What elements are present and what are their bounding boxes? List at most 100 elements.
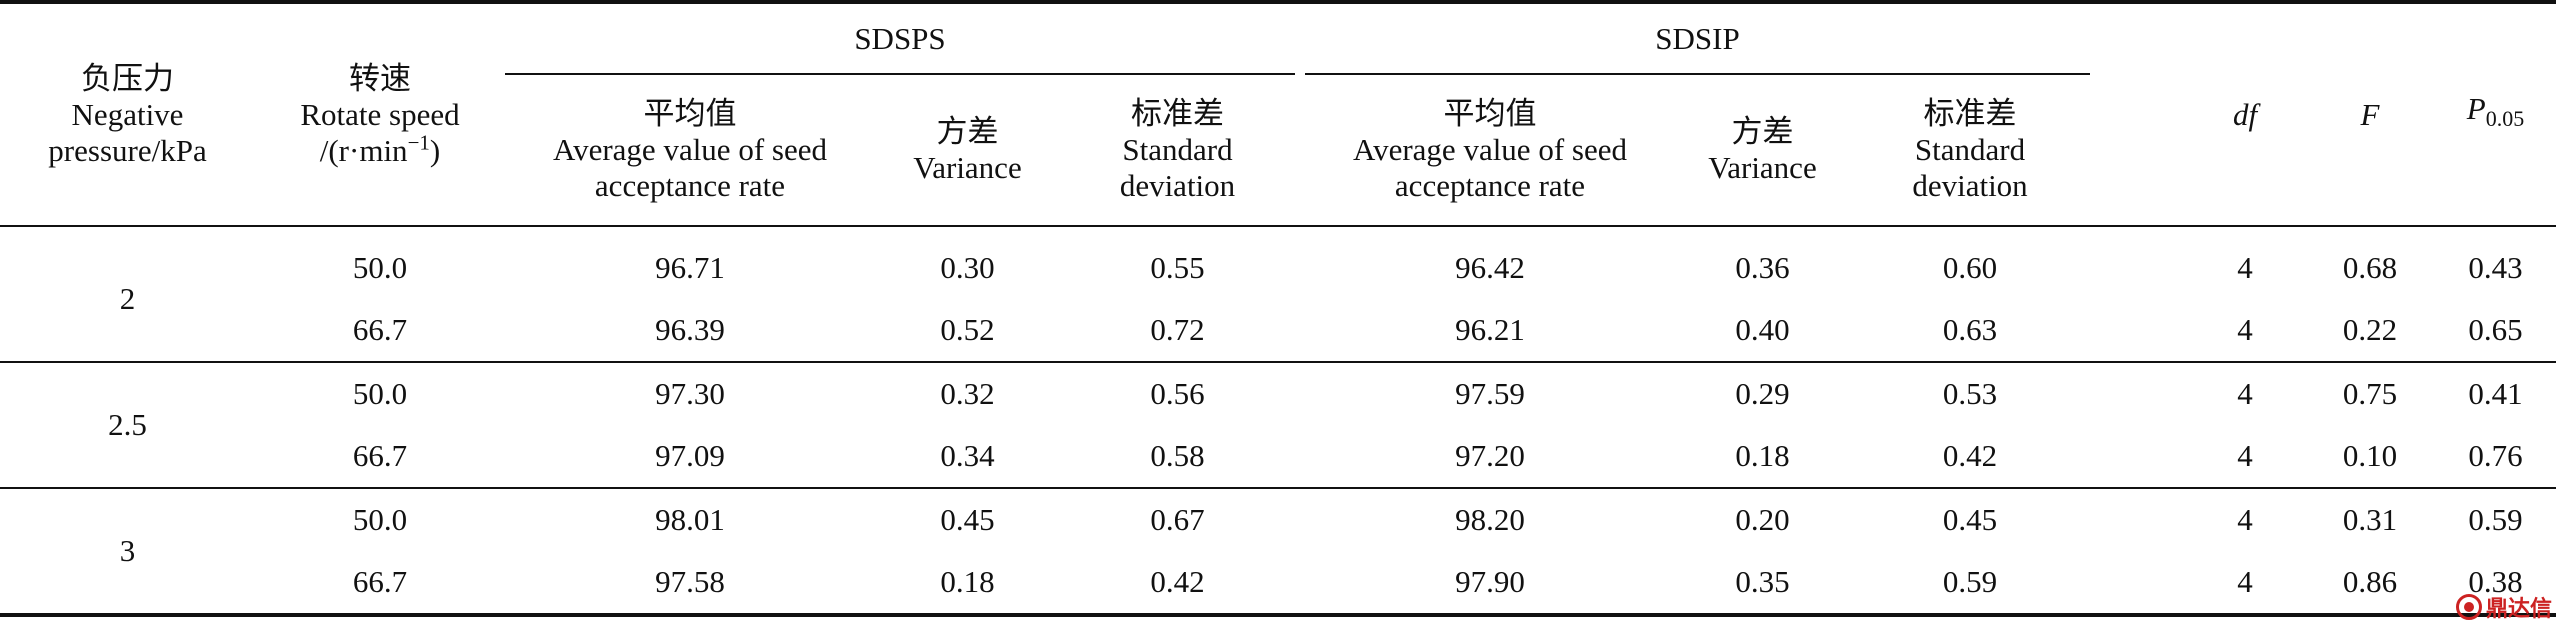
- cell-df: 4: [2185, 299, 2306, 363]
- table-row: 2.5 50.0 97.30 0.32 0.56 97.59 0.29 0.53…: [0, 362, 2556, 489]
- header-sps-std: 标准差 Standard deviation: [1060, 74, 1295, 227]
- cell-f: 0.68: [2342, 250, 2398, 285]
- header-sip-std-en2: deviation: [1912, 168, 2028, 203]
- cell-gap: [1295, 488, 1305, 551]
- cell-sip-std: 0.59: [1850, 551, 2091, 617]
- cell-speed: 66.7: [255, 551, 505, 617]
- header-speed-unit-end: ): [429, 132, 441, 168]
- cell-speed: 66.7: [255, 425, 505, 489]
- cell-sip-var: 0.18: [1675, 425, 1850, 489]
- cell-gap-right: [2090, 362, 2185, 425]
- header-pressure: 负压力 Negative pressure/kPa: [0, 0, 255, 227]
- header-sip-variance-en: Variance: [1708, 150, 1817, 185]
- cell-gap-right: [2090, 551, 2186, 617]
- cell-sip-avg: 98.20: [1455, 502, 1525, 537]
- header-sps-avg-en1: Average value of seed: [553, 132, 827, 167]
- cell-sip-avg: 96.21: [1305, 299, 1675, 363]
- header-pressure-en1: Negative: [71, 96, 184, 132]
- cell-sip-std: 0.60: [1942, 250, 1998, 285]
- cell-sps-var: 0.18: [875, 551, 1060, 617]
- header-sip-avg-en1: Average value of seed: [1353, 132, 1627, 167]
- header-speed: 转速 Rotate speed /(r·min−1): [255, 0, 505, 227]
- header-sps-std-en1: Standard: [1122, 132, 1233, 167]
- cell-gap: [1295, 362, 1305, 425]
- cell-sip-var: 0.20: [1735, 502, 1790, 537]
- cell-sps-var: 0.30: [940, 250, 995, 285]
- cell-sps-avg: 97.30: [655, 376, 725, 411]
- cell-speed: 50.0: [352, 502, 408, 537]
- cell-gap-right: [2090, 488, 2185, 551]
- header-sip-std-en1: Standard: [1914, 132, 2026, 167]
- cell-sps-std: 0.56: [1150, 376, 1205, 411]
- header-f: F: [2305, 0, 2436, 227]
- cell-p: 0.65: [2435, 299, 2556, 363]
- cell-sps-std: 0.72: [1060, 299, 1295, 363]
- cell-p: 0.43: [2468, 250, 2523, 285]
- header-sip-variance-zh: 方差: [1731, 114, 1794, 149]
- cell-gap: [1295, 551, 1305, 617]
- header-pressure-zh: 负压力: [81, 60, 174, 96]
- cell-sip-avg: 97.59: [1455, 376, 1525, 411]
- group-gap: [1295, 0, 1305, 74]
- header-speed-zh: 转速: [349, 60, 411, 96]
- cell-sps-var: 0.32: [940, 376, 995, 411]
- cell-pressure: 2: [0, 226, 255, 363]
- cell-p: 0.76: [2435, 425, 2556, 489]
- header-gap-right: [2090, 0, 2186, 227]
- cell-gap: [1295, 425, 1305, 489]
- cell-sip-avg: 96.42: [1455, 250, 1525, 285]
- header-sps-variance: 方差 Variance: [875, 74, 1060, 227]
- table-row: 3 50.0 98.01 0.45 0.67 98.20 0.20 0.45 4…: [0, 488, 2556, 617]
- cell-sip-std: 0.45: [1942, 502, 1998, 537]
- header-sip-avg-en2: acceptance rate: [1394, 168, 1586, 203]
- header-sip-std: 标准差 Standard deviation: [1850, 74, 2091, 227]
- cell-sip-var: 0.36: [1735, 250, 1790, 285]
- header-sip-variance: 方差 Variance: [1675, 74, 1850, 227]
- header-sps-std-en2: deviation: [1119, 168, 1236, 203]
- group-sdsps: SDSPS: [505, 0, 1295, 75]
- header-df: df: [2185, 0, 2306, 227]
- cell-sps-var: 0.45: [940, 502, 995, 537]
- cell-sps-var: 0.34: [875, 425, 1060, 489]
- cell-sps-avg: 96.71: [655, 250, 725, 285]
- cell-sps-avg: 97.58: [505, 551, 875, 617]
- cell-p: 0.41: [2468, 376, 2523, 411]
- cell-df: 4: [2237, 376, 2253, 411]
- header-sip-std-zh: 标准差: [1923, 96, 2017, 131]
- header-p: P0.05: [2435, 0, 2556, 227]
- header-speed-unit-sup: −1: [407, 130, 430, 155]
- cell-gap-right: [2090, 299, 2186, 363]
- header-sps-variance-en: Variance: [913, 150, 1022, 185]
- cell-sip-std: 0.53: [1942, 376, 1998, 411]
- header-pressure-en2: pressure/kPa: [48, 132, 207, 168]
- header-sps-std-zh: 标准差: [1131, 96, 1224, 131]
- cell-gap: [1295, 299, 1305, 363]
- table-row: 66.7 96.39 0.52 0.72 96.21 0.40 0.63 4 0…: [0, 299, 2556, 363]
- cell-df: 4: [2185, 425, 2306, 489]
- header-gap-mid: [1295, 74, 1305, 227]
- header-speed-en1: Rotate speed: [300, 96, 460, 132]
- header-speed-unit-text: /(r·min: [319, 132, 408, 168]
- cell-pressure: 2.5: [0, 362, 255, 489]
- header-p-letter: P: [2466, 91, 2486, 127]
- cell-sps-std: 0.58: [1060, 425, 1295, 489]
- cell-sps-std: 0.42: [1060, 551, 1295, 617]
- watermark-logo: 鼎达信: [2455, 591, 2552, 623]
- cell-sps-avg: 98.01: [655, 502, 725, 537]
- header-sip-avg-zh: 平均值: [1443, 96, 1537, 131]
- cell-f: 0.10: [2305, 425, 2436, 489]
- header-p-sub: 0.05: [2485, 106, 2525, 132]
- cell-speed: 66.7: [255, 299, 505, 363]
- cell-f: 0.22: [2305, 299, 2436, 363]
- cell-sps-std: 0.55: [1150, 250, 1205, 285]
- cell-sip-std: 0.63: [1850, 299, 2091, 363]
- cell-df: 4: [2237, 250, 2253, 285]
- cell-sip-std: 0.42: [1850, 425, 2091, 489]
- cell-sps-avg: 96.39: [505, 299, 875, 363]
- cell-sip-var: 0.29: [1735, 376, 1790, 411]
- cell-pressure: 3: [0, 488, 255, 617]
- cell-sip-var: 0.40: [1675, 299, 1850, 363]
- header-speed-unit: /(r·min−1): [255, 130, 505, 169]
